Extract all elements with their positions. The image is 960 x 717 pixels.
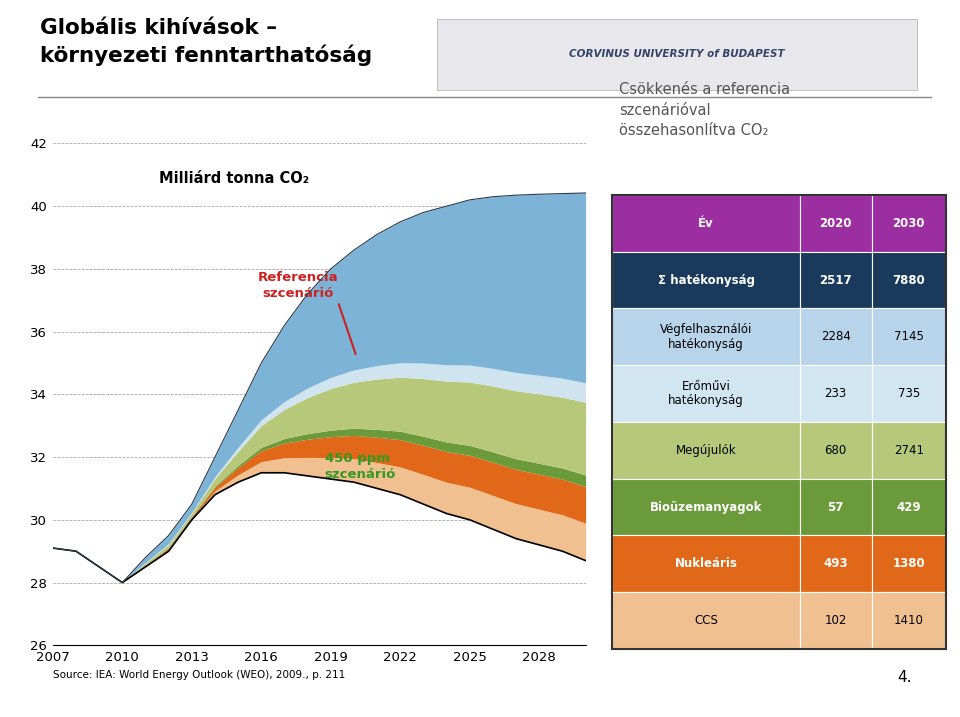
Text: 735: 735 — [898, 387, 920, 400]
Text: Csökkenés a referencia
szcenárióval
összehasonlítva CO₂: Csökkenés a referencia szcenárióval össz… — [619, 82, 790, 138]
Text: 429: 429 — [897, 500, 921, 513]
Text: Globális kihívások –
környezeti fenntarthatóság: Globális kihívások – környezeti fenntart… — [40, 18, 372, 65]
Text: Σ hatékonyság: Σ hatékonyság — [658, 274, 755, 287]
Text: Év: Év — [698, 217, 714, 230]
Text: Bioüzemanyagok: Bioüzemanyagok — [650, 500, 762, 513]
Text: 450 ppm
szcenárió: 450 ppm szcenárió — [324, 452, 396, 481]
Text: 7145: 7145 — [894, 331, 924, 343]
Text: 1410: 1410 — [894, 614, 924, 627]
Text: 1380: 1380 — [893, 557, 924, 570]
Text: Végfelhasználói
hatékonyság: Végfelhasználói hatékonyság — [660, 323, 753, 351]
Text: 102: 102 — [825, 614, 847, 627]
Text: 4.: 4. — [898, 670, 912, 685]
Text: 233: 233 — [825, 387, 847, 400]
Text: 2284: 2284 — [821, 331, 851, 343]
Text: 2517: 2517 — [820, 274, 852, 287]
Text: Referencia
szcenárió: Referencia szcenárió — [257, 272, 338, 300]
Text: Erőművi
hatékonyság: Erőművi hatékonyság — [668, 380, 744, 407]
Text: 680: 680 — [825, 444, 847, 457]
Text: 2030: 2030 — [893, 217, 924, 230]
Text: 2020: 2020 — [820, 217, 852, 230]
Text: CORVINUS UNIVERSITY of BUDAPEST: CORVINUS UNIVERSITY of BUDAPEST — [569, 49, 784, 60]
Text: Megújulók: Megújulók — [676, 444, 736, 457]
Text: 7880: 7880 — [892, 274, 925, 287]
Text: 493: 493 — [824, 557, 848, 570]
Text: 57: 57 — [828, 500, 844, 513]
Text: 2741: 2741 — [894, 444, 924, 457]
Text: Source: IEA: World Energy Outlook (WEO), 2009., p. 211: Source: IEA: World Energy Outlook (WEO),… — [53, 670, 345, 680]
Text: CCS: CCS — [694, 614, 718, 627]
Text: Nukleáris: Nukleáris — [675, 557, 737, 570]
Text: Milliárd tonna CO₂: Milliárd tonna CO₂ — [159, 171, 309, 186]
